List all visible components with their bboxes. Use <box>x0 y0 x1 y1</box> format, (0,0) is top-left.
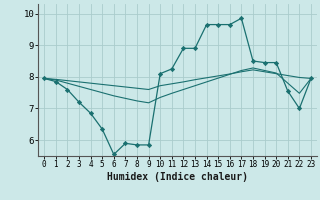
X-axis label: Humidex (Indice chaleur): Humidex (Indice chaleur) <box>107 172 248 182</box>
